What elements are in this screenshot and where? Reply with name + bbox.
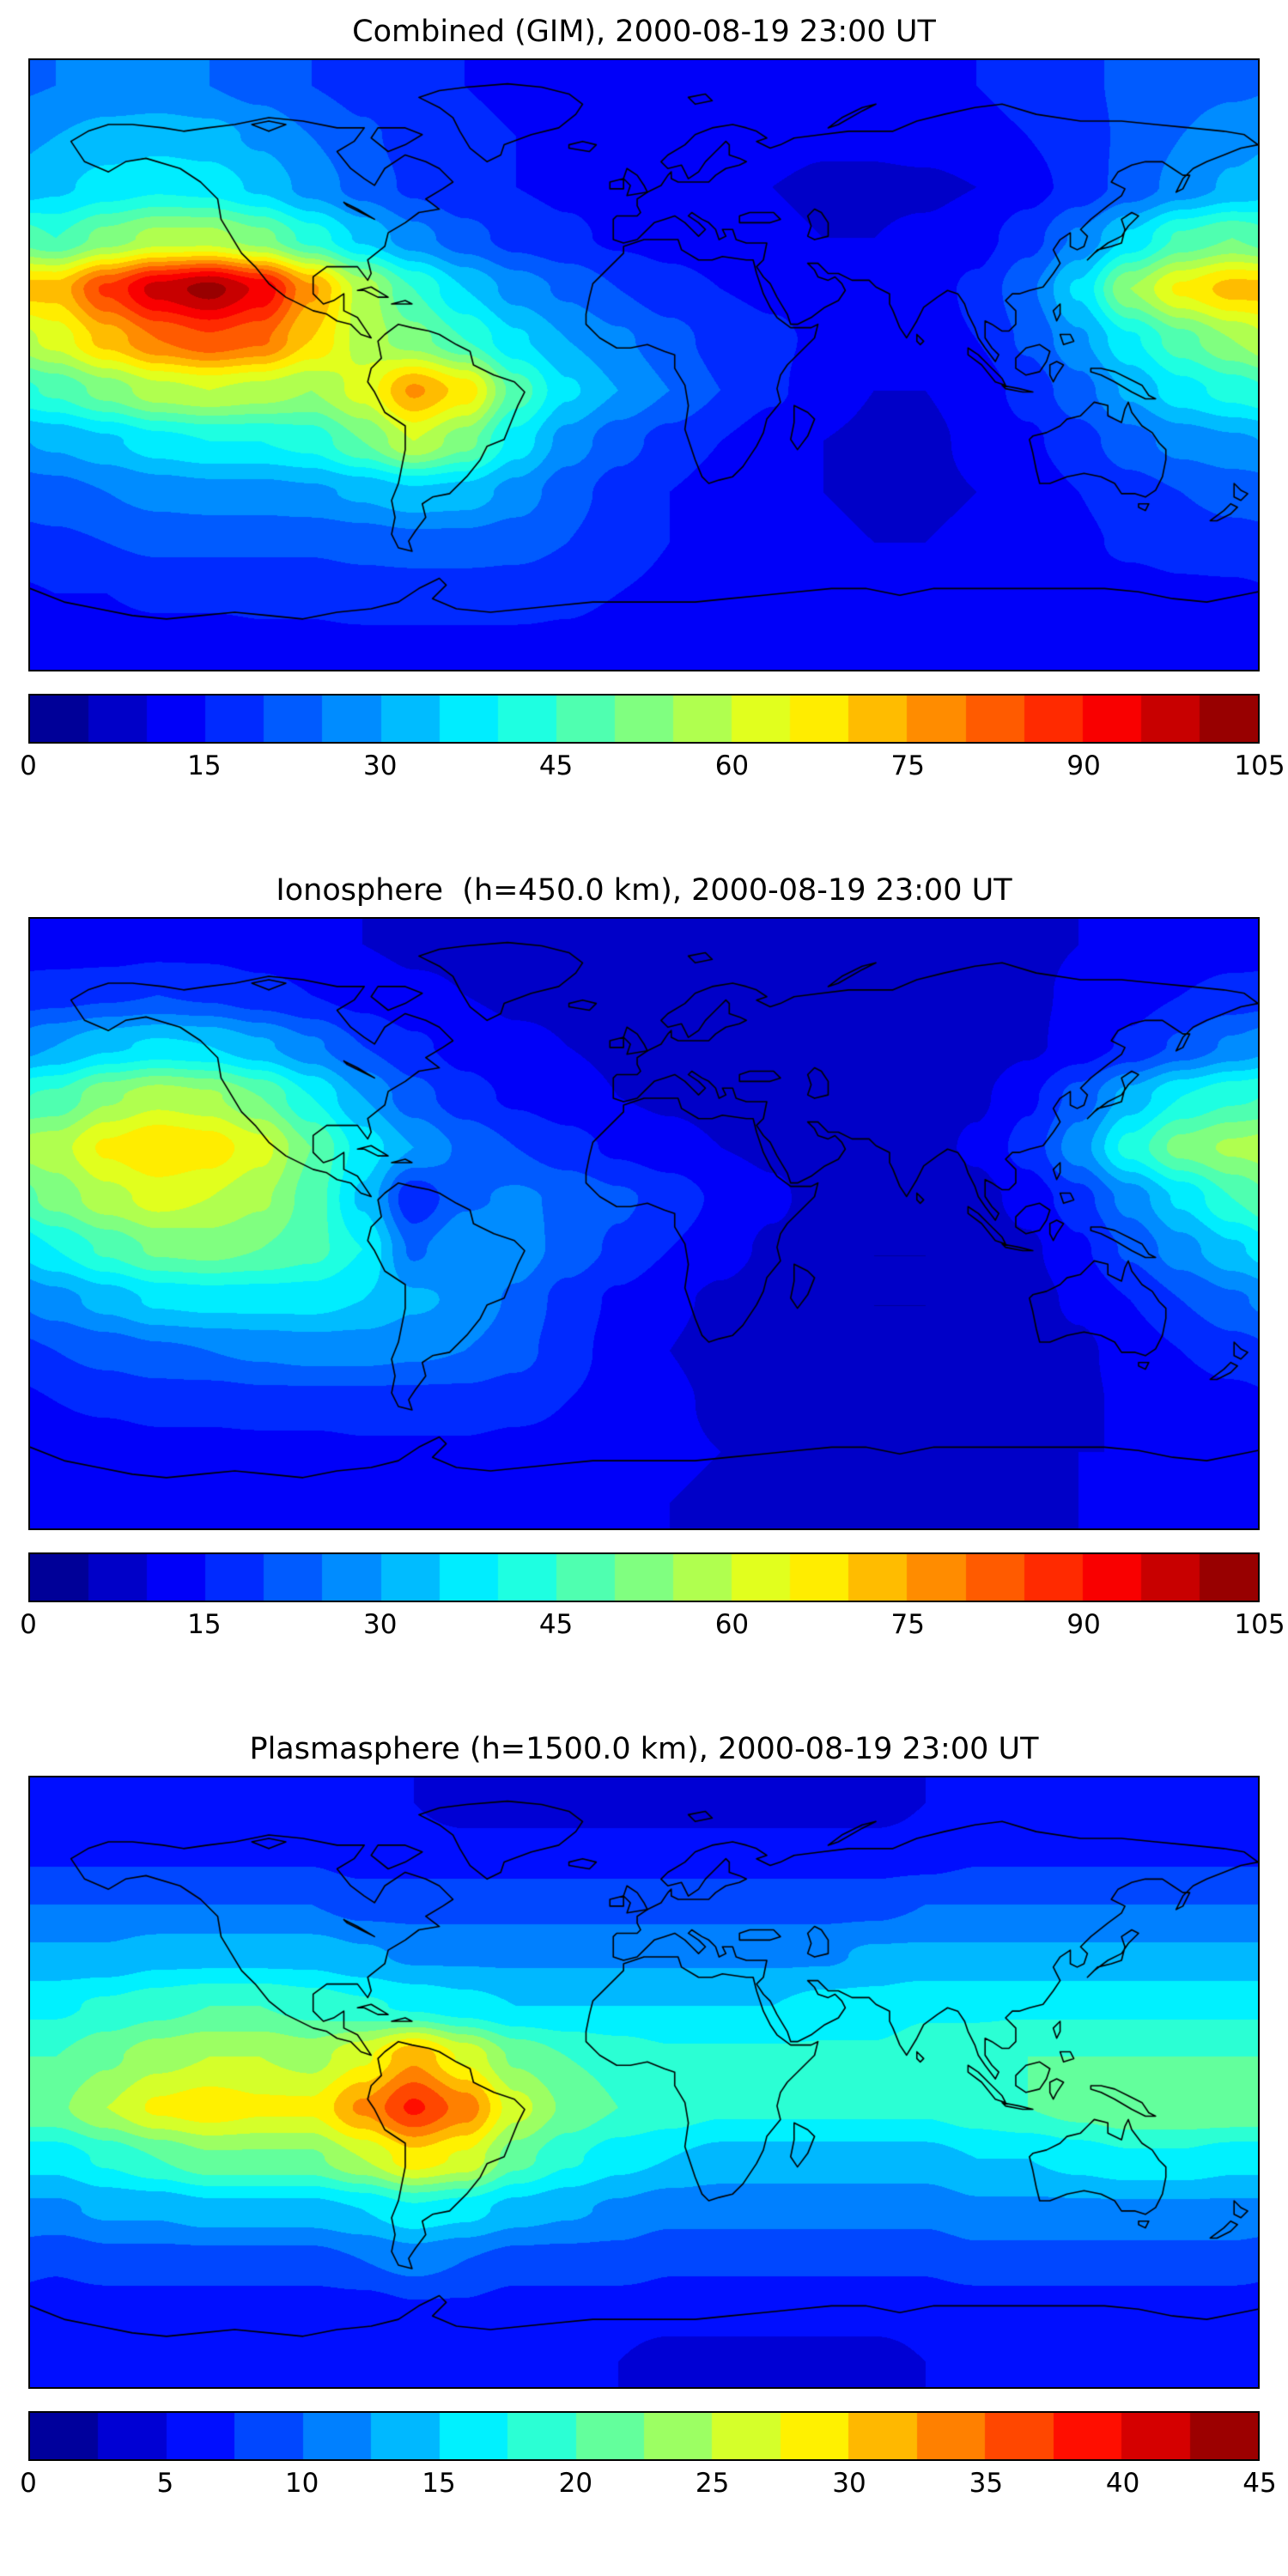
panel-title-combined: Combined (GIM), 2000-08-19 23:00 UT [352,15,936,49]
panel-plasmasphere: Plasmasphere (h=1500.0 km), 2000-08-19 2… [20,1729,1277,2502]
colorbar-tick-label: 75 [890,750,926,781]
colorbar-tick-label: 105 [1234,750,1285,781]
colorbar-combined [28,694,1260,744]
colorbar-tick-label: 105 [1234,1609,1285,1640]
panel-title-plasmasphere: Plasmasphere (h=1500.0 km), 2000-08-19 2… [249,1732,1039,1766]
colorbar-tick-label: 25 [695,2468,730,2499]
colorbar-tick-label: 0 [20,750,37,781]
colorbar-tick-label: 0 [20,1609,37,1640]
world-map-plasmasphere [28,1776,1260,2389]
colorbar-tick-label: 90 [1066,1609,1101,1640]
colorbar-tick-label: 10 [284,2468,319,2499]
world-map-combined [28,58,1260,671]
world-map-ionosphere [28,917,1260,1530]
figure: Combined (GIM), 2000-08-19 23:00 UT 0 15 3… [20,12,1285,2502]
colorbar-tick-label: 15 [422,2468,456,2499]
colorbar-ionosphere [28,1552,1260,1602]
colorbar-tick-label: 75 [890,1609,926,1640]
colorbar-tick-label: 15 [187,1609,222,1640]
panel-ionosphere: Ionosphere (h=450.0 km), 2000-08-19 23:0… [20,871,1285,1643]
colorbar-tick-label: 60 [714,750,750,781]
colorbar-tick-label: 30 [362,1609,398,1640]
panel-combined: Combined (GIM), 2000-08-19 23:00 UT 0 15 3… [20,12,1285,785]
colorbar-tick-label: 40 [1105,2468,1140,2499]
colorbar-tick-label: 45 [538,750,574,781]
colorbar-tick-label: 45 [1242,2468,1277,2499]
colorbar-ticks-plasmasphere: 0 5 10 15 20 25 30 35 40 45 [20,2461,1277,2502]
colorbar-tick-label: 30 [362,750,398,781]
colorbar-tick-label: 5 [156,2468,174,2499]
colorbar-ticks-combined: 0 15 30 45 60 75 90 105 [20,744,1285,785]
colorbar-plasmasphere [28,2411,1260,2461]
colorbar-tick-label: 60 [714,1609,750,1640]
colorbar-tick-label: 15 [187,750,222,781]
colorbar-tick-label: 20 [558,2468,593,2499]
colorbar-tick-label: 30 [832,2468,866,2499]
panel-title-ionosphere: Ionosphere (h=450.0 km), 2000-08-19 23:0… [276,873,1012,908]
colorbar-tick-label: 45 [538,1609,574,1640]
colorbar-tick-label: 90 [1066,750,1101,781]
colorbar-tick-label: 35 [969,2468,1004,2499]
colorbar-ticks-ionosphere: 0 15 30 45 60 75 90 105 [20,1602,1285,1643]
colorbar-tick-label: 0 [20,2468,37,2499]
